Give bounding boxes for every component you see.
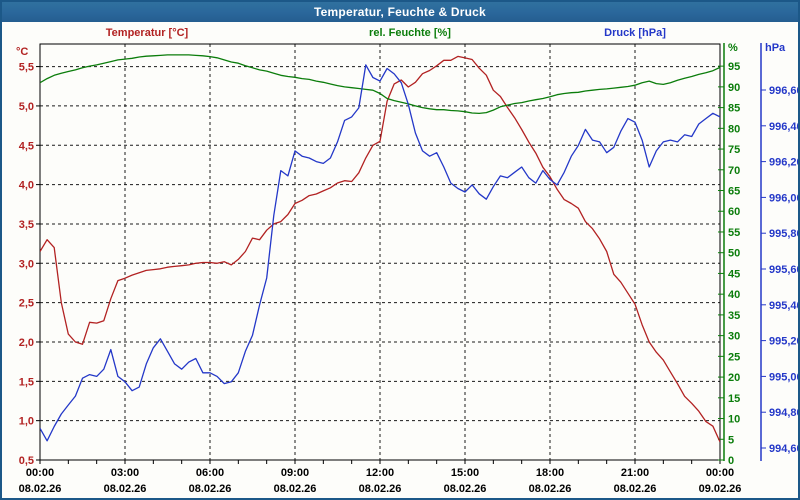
temp-tick-label: 3,5 xyxy=(19,219,34,231)
pressure-axis-unit: hPa xyxy=(765,42,786,54)
hum-tick-label: 65 xyxy=(728,186,740,198)
temp-tick-label: 4,0 xyxy=(19,180,34,192)
temp-tick-label: 5,0 xyxy=(19,101,34,113)
x-date-label: 08.02.26 xyxy=(274,483,317,495)
x-time-label: 06:00 xyxy=(196,467,224,479)
x-date-label: 08.02.26 xyxy=(359,483,402,495)
x-time-label: 21:00 xyxy=(621,467,649,479)
humidity-axis-unit: % xyxy=(728,42,738,54)
temp-tick-label: 2,5 xyxy=(19,298,34,310)
temp-tick-label: 0,5 xyxy=(19,455,34,467)
hum-tick-label: 70 xyxy=(728,165,740,177)
x-date-label: 08.02.26 xyxy=(529,483,572,495)
hum-tick-label: 95 xyxy=(728,61,740,73)
temp-tick-label: 3,0 xyxy=(19,258,34,270)
hum-tick-label: 45 xyxy=(728,268,740,280)
press-tick-label: 995,20 xyxy=(769,336,800,348)
hum-tick-label: 10 xyxy=(728,414,740,426)
hum-tick-label: 75 xyxy=(728,144,740,156)
series-line-hum xyxy=(40,54,720,115)
temp-tick-label: 5,5 xyxy=(19,62,34,74)
x-date-label: 09.02.26 xyxy=(699,483,742,495)
hum-tick-label: 30 xyxy=(728,331,740,343)
hum-tick-label: 55 xyxy=(728,227,740,239)
temp-tick-label: 1,0 xyxy=(19,416,34,428)
title-bar: Temperatur, Feuchte & Druck xyxy=(2,2,798,22)
press-tick-label: 996,00 xyxy=(769,192,800,204)
press-tick-label: 995,00 xyxy=(769,371,800,383)
hum-tick-label: 50 xyxy=(728,248,740,260)
legend-humidity: rel. Feuchte [%] xyxy=(369,27,451,39)
hum-tick-label: 90 xyxy=(728,82,740,94)
x-time-label: 18:00 xyxy=(536,467,564,479)
hum-tick-label: 85 xyxy=(728,103,740,115)
x-time-label: 03:00 xyxy=(111,467,139,479)
x-date-label: 08.02.26 xyxy=(444,483,487,495)
hum-tick-label: 15 xyxy=(728,393,740,405)
window-title: Temperatur, Feuchte & Druck xyxy=(314,5,486,19)
press-tick-label: 996,60 xyxy=(769,85,800,97)
temp-tick-label: 1,5 xyxy=(19,376,34,388)
hum-tick-label: 35 xyxy=(728,310,740,322)
hum-tick-label: 20 xyxy=(728,372,740,384)
x-time-label: 12:00 xyxy=(366,467,394,479)
press-tick-label: 996,40 xyxy=(769,121,800,133)
press-tick-label: 995,40 xyxy=(769,300,800,312)
x-time-label: 00:00 xyxy=(706,467,734,479)
x-date-label: 08.02.26 xyxy=(19,483,62,495)
press-tick-label: 995,80 xyxy=(769,228,800,240)
x-date-label: 08.02.26 xyxy=(614,483,657,495)
press-tick-label: 994,60 xyxy=(769,443,800,455)
press-tick-label: 994,80 xyxy=(769,407,800,419)
press-tick-label: 995,60 xyxy=(769,264,800,276)
hum-tick-label: 25 xyxy=(728,351,740,363)
x-date-label: 08.02.26 xyxy=(189,483,232,495)
temp-axis-unit: °C xyxy=(16,46,29,58)
hum-tick-label: 40 xyxy=(728,289,740,301)
temp-tick-label: 2,0 xyxy=(19,337,34,349)
legend-pressure: Druck [hPa] xyxy=(604,27,666,39)
hum-tick-label: 5 xyxy=(728,434,734,446)
hum-tick-label: 80 xyxy=(728,123,740,135)
temp-tick-label: 4,5 xyxy=(19,140,34,152)
x-time-label: 09:00 xyxy=(281,467,309,479)
hum-tick-label: 0 xyxy=(728,455,734,467)
legend-temperature: Temperatur [°C] xyxy=(105,27,189,39)
x-time-label: 00:00 xyxy=(26,467,54,479)
x-time-label: 15:00 xyxy=(451,467,479,479)
series-line-temp xyxy=(40,55,720,443)
hum-tick-label: 60 xyxy=(728,206,740,218)
series-line-press xyxy=(40,64,720,442)
x-date-label: 08.02.26 xyxy=(104,483,147,495)
press-tick-label: 996,20 xyxy=(769,157,800,169)
